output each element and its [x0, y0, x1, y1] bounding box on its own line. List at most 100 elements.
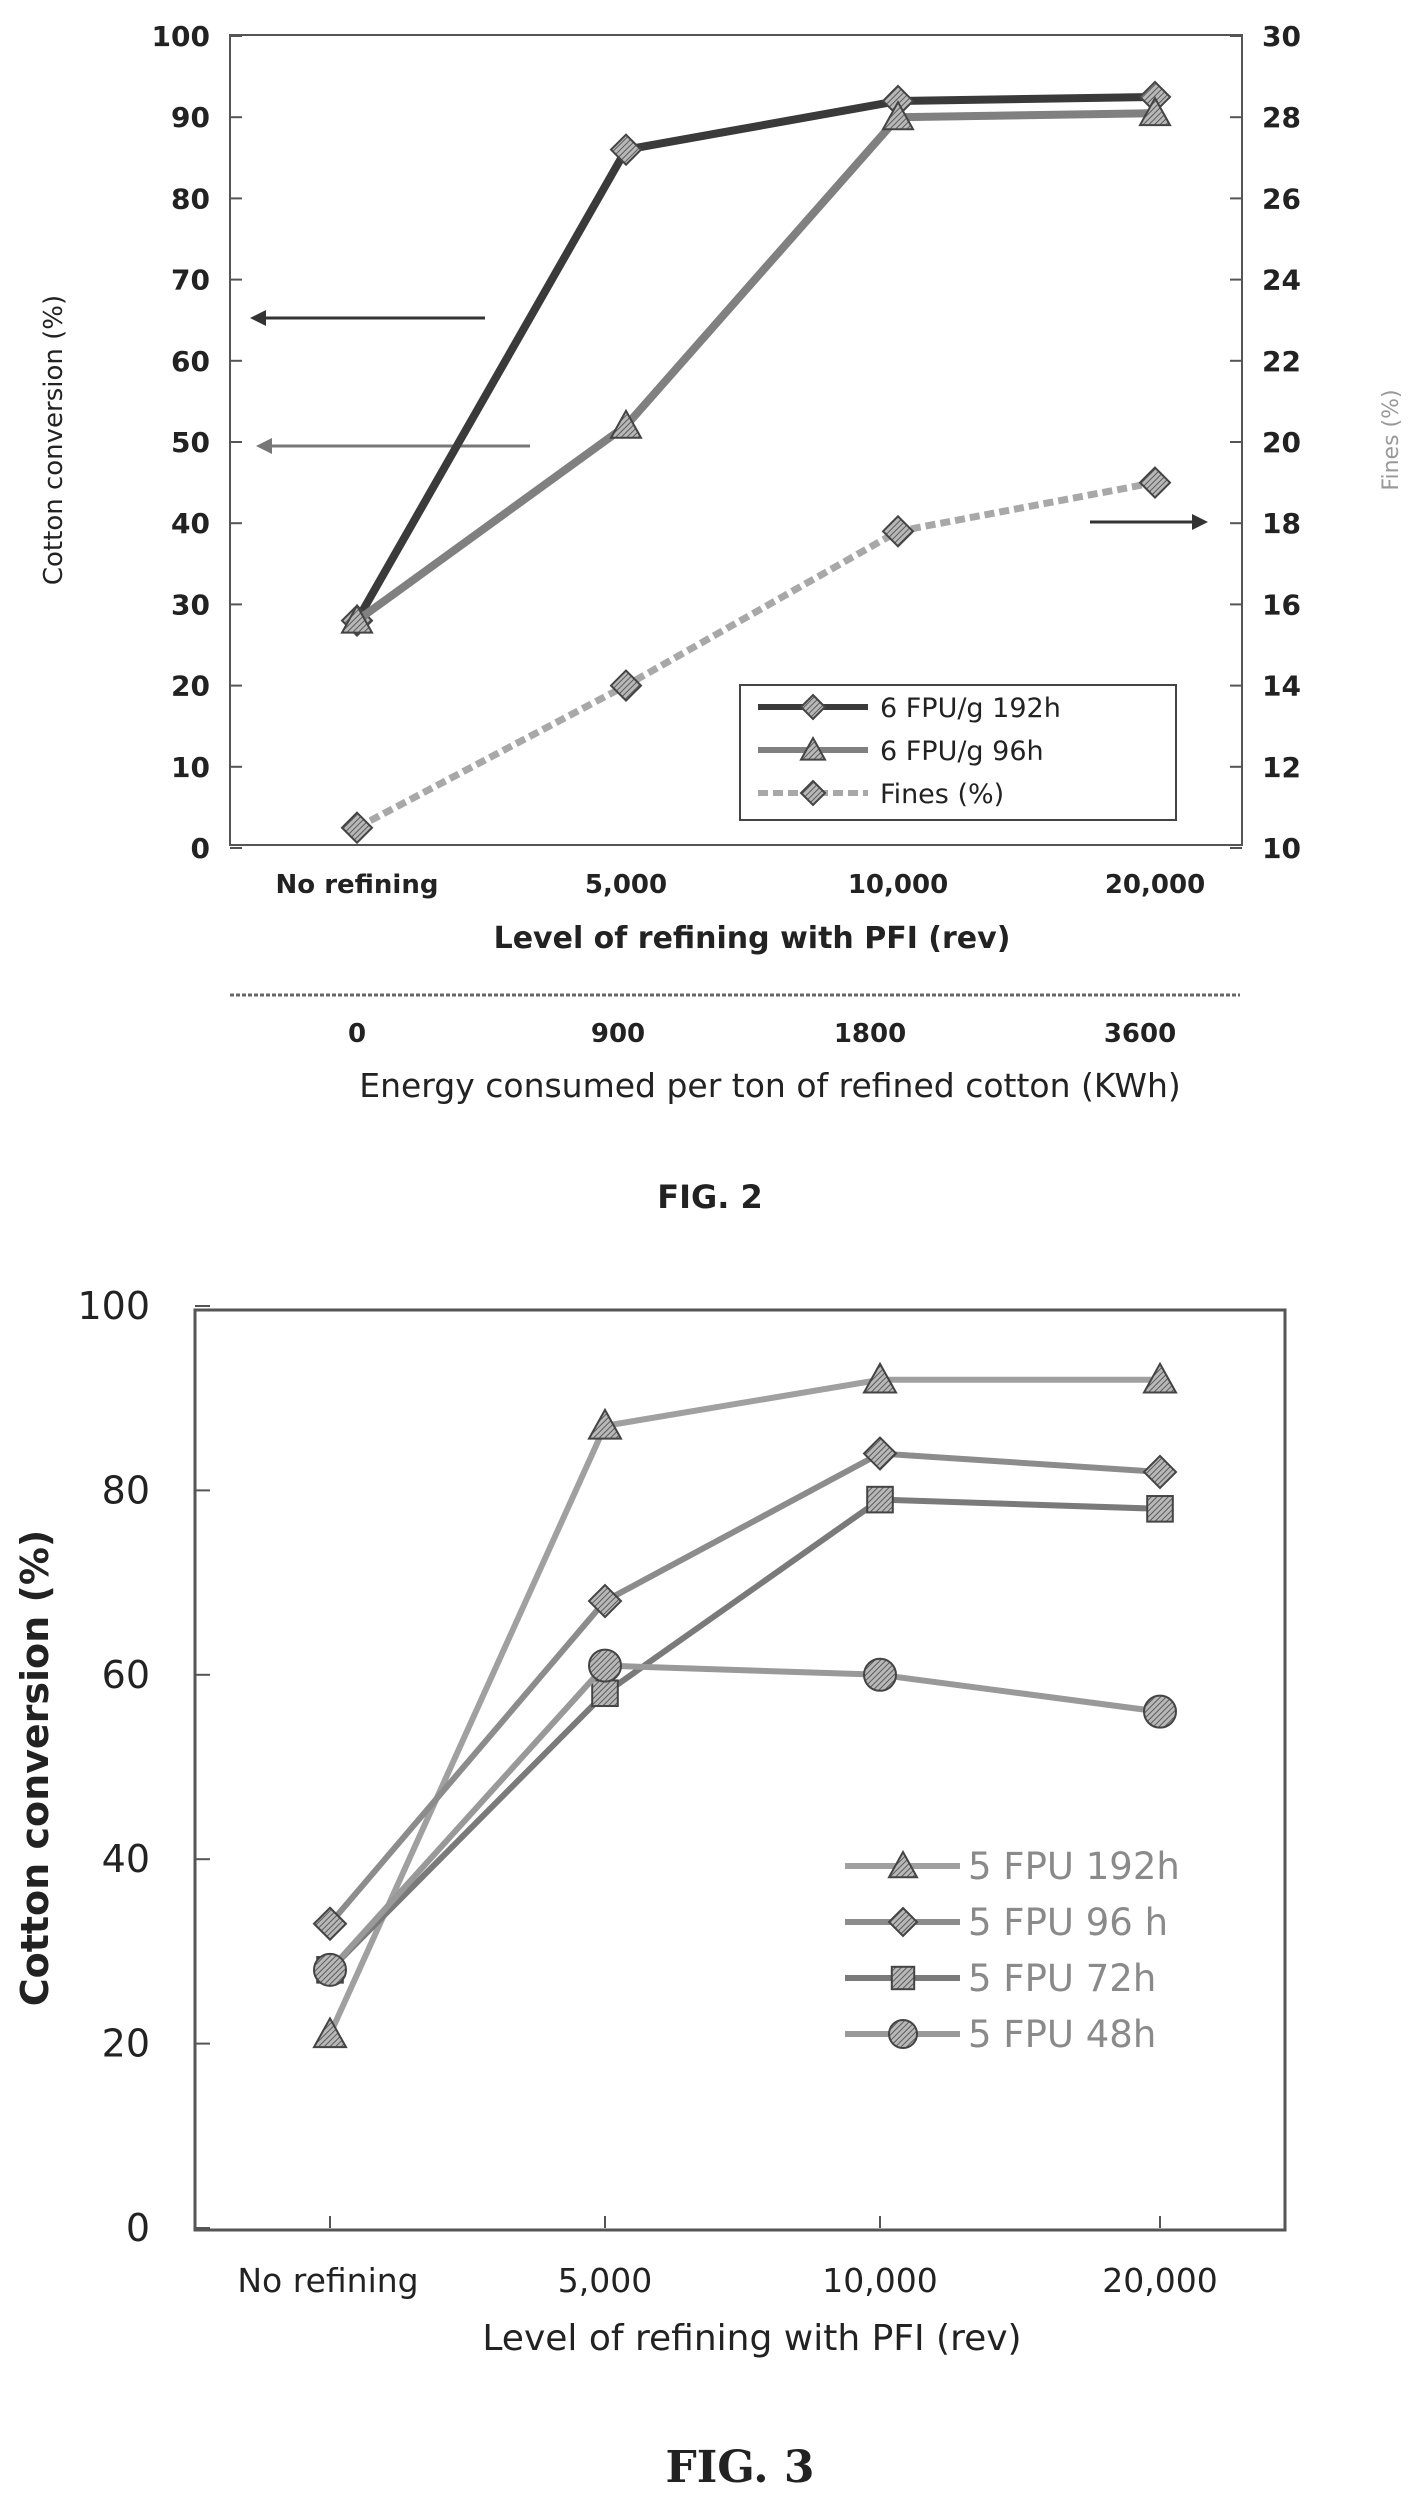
fig2-arrow-192h-left-icon	[250, 310, 485, 326]
fig3-x-tick-label: 5,000	[558, 2261, 652, 2300]
fig2-y-tick-label: 70	[171, 264, 210, 297]
fig2-y-tick-label: 100	[152, 20, 210, 53]
fig3-y-tick-label: 0	[126, 2206, 150, 2250]
fig2-data-point	[340, 811, 374, 845]
fig2-legend: 6 FPU/g 192h 6 FPU/g 96h Fines (%)	[739, 684, 1177, 821]
fig3-data-point	[862, 1361, 898, 1394]
fig3-data-point	[587, 1583, 623, 1619]
fig2-secondary-x-tick-label: 1800	[834, 1019, 906, 1049]
fig3-y-tick-label: 60	[102, 1653, 150, 1697]
fig2-y2-axis-label: Fines (%)	[1379, 389, 1404, 490]
fig2-y2-tick-label: 16	[1262, 588, 1301, 621]
fig2-y2-axis: 10 12 14 16 18 20 22 24 26 28 30	[1230, 20, 1301, 865]
fig2-x-axis: No refining 5,000 10,000 20,000	[276, 870, 1206, 900]
fig3-y-tick-label: 20	[102, 2022, 150, 2066]
fig3-data-point	[587, 1407, 623, 1440]
fig2-data-point	[340, 603, 374, 634]
fig2-legend-marker	[799, 779, 827, 807]
fig2-y-tick-label: 0	[191, 832, 210, 865]
fig3-legend-label: 5 FPU 96 h	[968, 1901, 1168, 1944]
fig2-series-line	[355, 479, 1156, 831]
fig2-y-axis: 0 10 20 30 40 50 60 70 80 90 100	[152, 20, 242, 865]
fig2-y-tick-label: 90	[171, 101, 210, 134]
fig2-x-axis-label: Level of refining with PFI (rev)	[494, 921, 1011, 956]
fig3-legend-label: 5 FPU 48h	[968, 2013, 1156, 2056]
fig2-chart: 0 10 20 30 40 50 60 70 80 90 100 10 12 14 16 18 20 22 24 2…	[39, 20, 1404, 1216]
fig3-x-axis-label: Level of refining with PFI (rev)	[482, 2318, 1021, 2359]
fig3-series-line	[327, 1450, 1161, 1926]
fig2-y-tick-label: 30	[171, 588, 210, 621]
fig2-y-tick-label: 40	[171, 507, 210, 540]
fig3-x-tick-label: 10,000	[822, 2261, 937, 2300]
fig2-secondary-x-tick-label: 0	[348, 1019, 366, 1049]
fig2-x-tick-label: 10,000	[848, 870, 948, 900]
fig2-x-tick-label: No refining	[276, 870, 439, 900]
fig3-series-line	[327, 1496, 1161, 1972]
fig2-data-point	[1138, 96, 1172, 127]
fig3-data-point	[1142, 1454, 1178, 1490]
fig3-legend-marker	[887, 1906, 919, 1938]
fig2-y2-tick-label: 26	[1262, 182, 1301, 215]
fig2-secondary-x-tick-label: 900	[591, 1019, 645, 1049]
fig3-data-point	[312, 1906, 348, 1942]
fig3-data-point	[862, 1436, 898, 1471]
fig3-y-axis-label: Cotton conversion (%)	[13, 1530, 57, 2007]
fig3-x-axis: No refining 5,000 10,000 20,000	[237, 2216, 1218, 2300]
fig3-legend-label: 5 FPU 72h	[968, 1957, 1156, 2000]
fig2-secondary-x-axis-label: Energy consumed per ton of refined cotto…	[359, 1066, 1181, 1105]
fig2-data-point	[609, 133, 643, 167]
fig3-chart: 0 20 40 60 80 100 No refining 5,000 10,000 20,00…	[13, 1284, 1287, 2493]
fig2-y-tick-label: 60	[171, 345, 210, 378]
fig3-data-point	[866, 1485, 894, 1514]
fig2-y2-tick-label: 22	[1262, 345, 1301, 378]
fig2-legend-marker	[799, 693, 827, 721]
fig2-y-tick-label: 20	[171, 670, 210, 703]
fig2-x-tick-label: 5,000	[585, 870, 667, 900]
fig2-data-point	[609, 669, 643, 703]
fig2-y-tick-label: 80	[171, 182, 210, 215]
fig3-plot-frame	[193, 1308, 1287, 2232]
fig2-y-axis-label: Cotton conversion (%)	[39, 295, 69, 585]
fig3-series-group	[312, 1361, 1178, 2049]
fig2-y-tick-label: 10	[171, 751, 210, 784]
fig2-y2-tick-label: 18	[1262, 507, 1301, 540]
fig3-caption: FIG. 3	[665, 2442, 814, 2493]
fig2-secondary-x-axis: 0 900 1800 3600	[348, 1019, 1176, 1049]
fig2-y2-tick-label: 20	[1262, 426, 1301, 459]
fig3-y-tick-label: 80	[102, 1468, 150, 1512]
fig3-legend-marker	[887, 1849, 919, 1879]
fig3-y-tick-label: 40	[102, 1837, 150, 1881]
fig2-plot-frame	[229, 34, 1243, 846]
fig3-x-tick-label: 20,000	[1102, 2261, 1217, 2300]
fig2-arrow-96h-left-icon	[256, 438, 530, 454]
fig2-y2-tick-label: 14	[1262, 670, 1301, 703]
fig2-legend-label: 6 FPU/g 192h	[880, 693, 1061, 724]
fig3-legend-label: 5 FPU 192h	[968, 1845, 1180, 1888]
fig3-y-tick-label: 100	[77, 1284, 150, 1328]
fig3-y-axis: 0 20 40 60 80 100	[77, 1284, 210, 2250]
fig2-y2-tick-label: 10	[1262, 832, 1301, 865]
fig2-secondary-x-tick-label: 3600	[1104, 1019, 1176, 1049]
fig3-x-tick-label: No refining	[237, 2261, 418, 2300]
fig2-legend-label: Fines (%)	[880, 779, 1004, 810]
fig3-data-point	[588, 1648, 622, 1683]
fig2-series-line	[353, 92, 1156, 623]
fig2-legend-label: 6 FPU/g 96h	[880, 736, 1044, 767]
fig3-series-line	[327, 1662, 1161, 1972]
fig2-series-line	[354, 109, 1156, 624]
fig2-data-point	[1138, 466, 1172, 500]
fig3-data-point	[312, 2016, 348, 2049]
fig2-caption: FIG. 2	[657, 1178, 763, 1216]
fig3-data-point	[591, 1679, 619, 1708]
fig2-y2-tick-label: 12	[1262, 751, 1301, 784]
fig2-data-point	[881, 100, 915, 131]
fig3-data-point	[1146, 1495, 1174, 1523]
fig2-data-point	[609, 408, 643, 439]
fig3-data-point	[863, 1657, 897, 1692]
fig2-x-tick-label: 20,000	[1105, 870, 1205, 900]
fig3-data-point	[313, 1952, 347, 1987]
fig3-series-line	[327, 1376, 1160, 2036]
fig3-data-point	[1143, 1694, 1177, 1729]
fig3-legend-marker	[890, 1965, 916, 1991]
